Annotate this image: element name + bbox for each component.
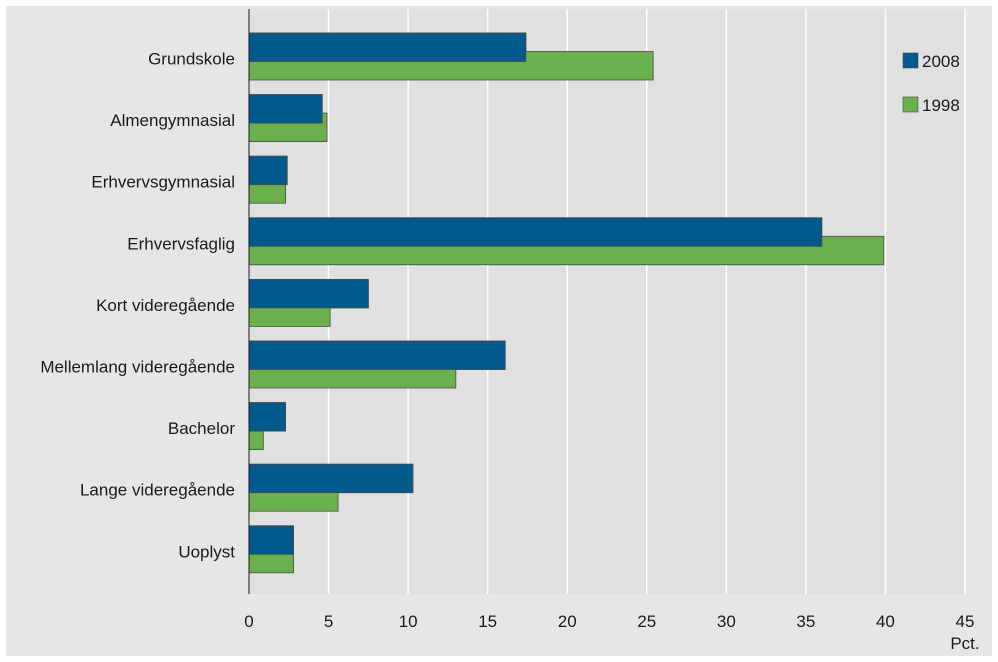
category-label: Uoplyst [178, 542, 235, 561]
legend-swatch [902, 52, 919, 69]
category-label: Grundskole [148, 50, 235, 69]
legend: 2008 1998 [902, 52, 960, 115]
chart-frame: Grundskole Almengymnasial Erhvervsgymnasia… [6, 6, 992, 656]
bars [248, 9, 885, 594]
x-axis-unit: Pct. [950, 634, 979, 653]
x-tick-label: 40 [876, 612, 895, 631]
gridlines [327, 9, 966, 594]
x-tick-label: 10 [399, 612, 418, 631]
bar-2008-front-3 [248, 217, 823, 247]
bar-chart: Grundskole Almengymnasial Erhvervsgymnasia… [40, 9, 980, 653]
bar-2008-front-0 [248, 32, 527, 62]
x-tick-label: 35 [796, 612, 815, 631]
x-tick-label: 25 [637, 612, 656, 631]
bar-2008-front-4 [248, 278, 369, 309]
x-tick-label: 15 [478, 612, 497, 631]
x-axis-ticks: 0 5 10 15 20 25 30 35 40 45 [244, 612, 974, 631]
legend-swatch [902, 96, 919, 113]
x-tick-label: 20 [558, 612, 577, 631]
category-label: Kort videregående [96, 296, 235, 315]
category-labels: Grundskole Almengymnasial Erhvervsgymnasia… [40, 50, 235, 562]
bar-2008-front-7 [248, 463, 414, 494]
category-label: Almengymnasial [110, 111, 235, 130]
bar-2008-front-1 [248, 94, 323, 124]
category-label: Mellemlang videregående [40, 358, 235, 377]
legend-label: 1998 [922, 96, 960, 115]
bar-2008-front-8 [248, 525, 294, 555]
x-tick-label: 5 [324, 612, 333, 631]
x-tick-label: 0 [244, 612, 253, 631]
category-label: Erhvervsgymnasial [91, 173, 235, 192]
category-label: Erhvervsfaglig [127, 234, 235, 253]
x-tick-label: 30 [717, 612, 736, 631]
bar-2008-front-5 [248, 340, 506, 370]
bar-2008-front-2 [248, 155, 288, 186]
x-tick-label: 45 [956, 612, 975, 631]
legend-label: 2008 [922, 52, 960, 71]
bar-2008-front-6 [248, 402, 286, 432]
category-label: Bachelor [168, 419, 235, 438]
category-label: Lange videregående [80, 481, 235, 500]
